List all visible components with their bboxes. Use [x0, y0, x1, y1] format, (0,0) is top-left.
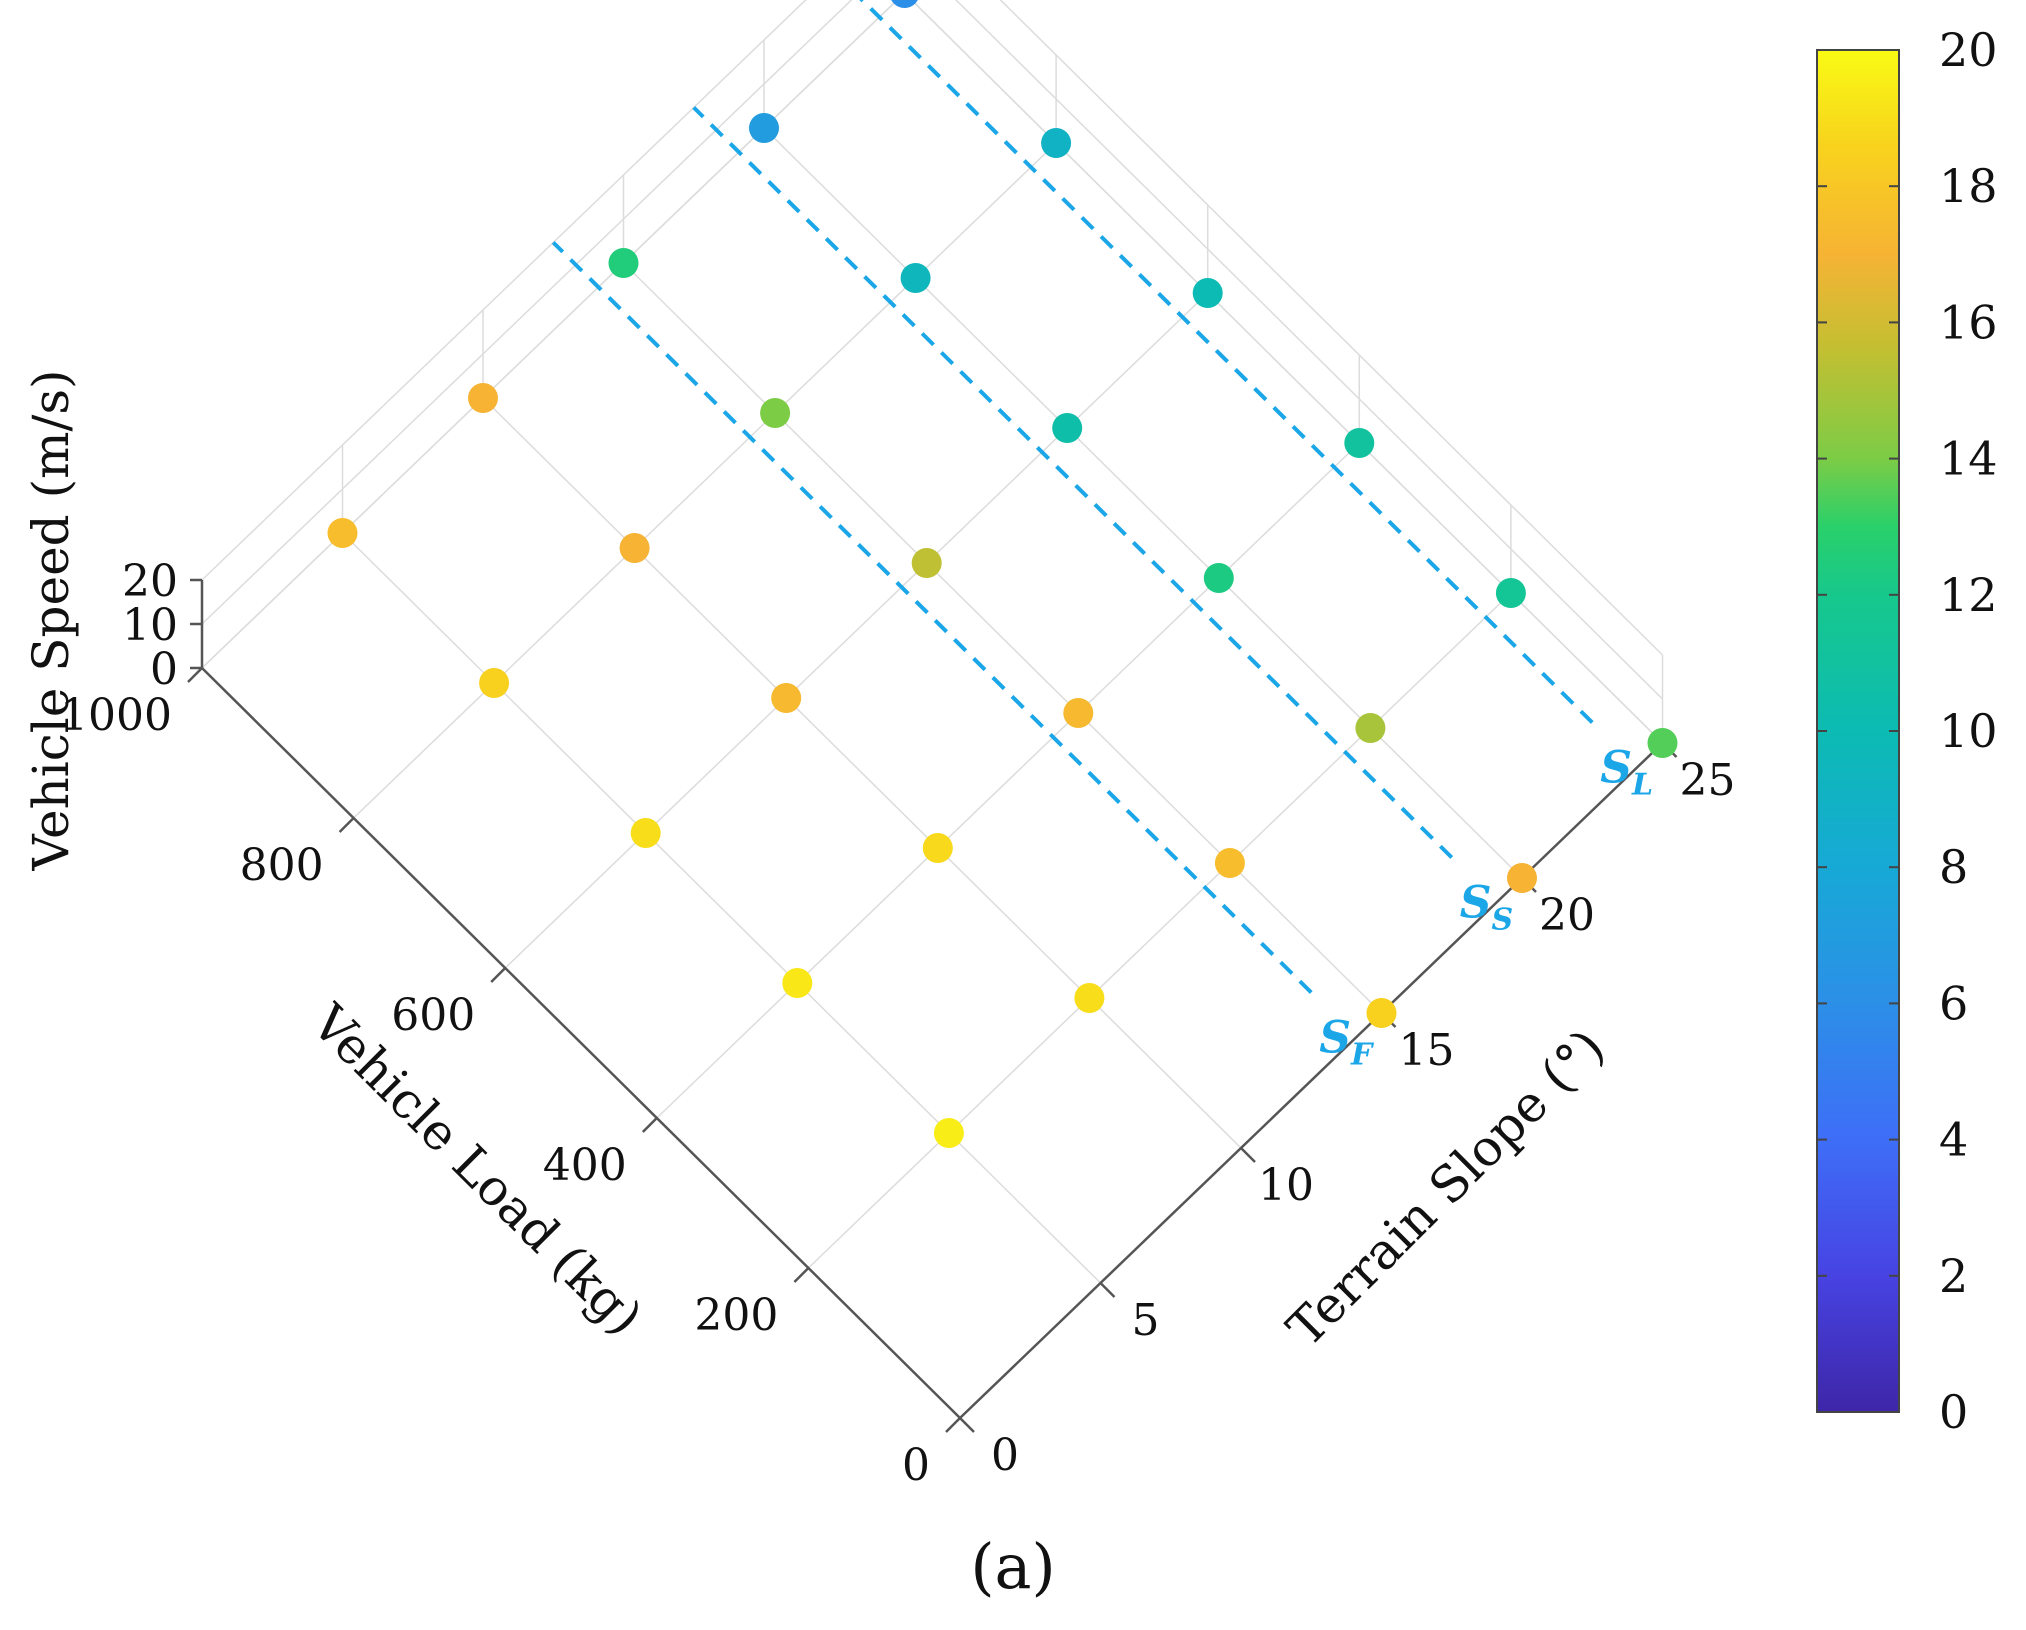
data-point [760, 398, 791, 428]
points-layer [327, 0, 1678, 1148]
back-wall-grid-line [201, 0, 853, 625]
load-tick-label: 1000 [60, 690, 172, 741]
slope-tick-label: 15 [1399, 1025, 1455, 1076]
data-point [630, 818, 661, 848]
data-point [327, 518, 358, 548]
data-point [891, 0, 918, 8]
data-point [1647, 728, 1678, 758]
colorbar-tick-label: 20 [1939, 23, 1998, 77]
slope-axis-line [959, 742, 1664, 1419]
data-point [749, 113, 779, 143]
load-tick-mark [945, 1417, 961, 1433]
z-axis-title: Vehicle Speed (m/s) [22, 369, 80, 871]
load-tick-label: 800 [240, 840, 324, 891]
colorbar-tick-label: 0 [1939, 1385, 1968, 1439]
floor-grid-line [482, 397, 1242, 1149]
back-wall-grid-line [201, 0, 899, 669]
speed-tick-label: 20 [122, 556, 178, 607]
data-point [771, 683, 802, 713]
slope-tick-mark [1240, 1147, 1256, 1163]
data-point [608, 248, 639, 278]
colorbar-tick-label: 12 [1939, 568, 1998, 622]
data-point [933, 1118, 964, 1148]
data-point [1507, 863, 1537, 893]
data-point [1203, 563, 1234, 593]
data-point [619, 533, 650, 563]
floor-grid-line [763, 127, 1523, 879]
load-tick-mark [187, 667, 203, 683]
colorbar-tick-label: 18 [1939, 159, 1998, 213]
data-point [1366, 998, 1397, 1028]
colorbar-tick-label: 2 [1939, 1249, 1968, 1303]
colorbar: 0 2 4 6 8 10 12 14 16 18 20 [1816, 23, 1998, 1439]
load-tick-mark [490, 967, 507, 983]
colorbar-tick-label: 4 [1939, 1113, 1968, 1167]
floor-grid-line [341, 532, 1102, 1284]
slope-tick-label: 20 [1539, 890, 1595, 941]
colorbar-tick-label: 16 [1939, 295, 1998, 349]
slope-tick-mark [1099, 1282, 1116, 1298]
colorbar-ticks: 0 2 4 6 8 10 12 14 16 18 20 [1817, 23, 1998, 1439]
data-point [1495, 578, 1526, 608]
slope-tick-label: 10 [1258, 1160, 1314, 1211]
floor-grid-line [504, 292, 1209, 969]
colorbar-tick-label: 10 [1939, 704, 1998, 758]
speed-tick-label: 0 [150, 644, 178, 695]
load-tick-label: 200 [694, 1290, 778, 1341]
dashed-line-sf [551, 241, 1313, 994]
load-tick-mark [338, 817, 355, 833]
data-point [1344, 428, 1375, 458]
data-point [1192, 278, 1223, 308]
data-point [1355, 713, 1386, 743]
floor-grid-line [353, 142, 1057, 819]
data-point [911, 548, 942, 578]
side-wall-grid-line [954, 0, 1664, 700]
side-wall-grid-line [999, 0, 1664, 656]
colorbar-tick-label: 8 [1939, 840, 1968, 894]
load-axis-line [201, 667, 961, 1419]
floor-grid-line [656, 442, 1360, 1119]
load-tick-mark [641, 1117, 658, 1133]
floor-grid-line [622, 262, 1383, 1014]
data-point [479, 668, 510, 698]
load-tick-label: 0 [902, 1440, 930, 1491]
speed-tick-label: 10 [122, 600, 178, 651]
load-tick-label: 400 [543, 1140, 627, 1191]
data-point [1214, 848, 1245, 878]
data-point [1052, 413, 1083, 443]
load-tick-mark [793, 1267, 810, 1283]
data-point [468, 383, 498, 413]
axes-layer [187, 578, 1678, 1433]
figure-caption: (a) [970, 1530, 1055, 1603]
colorbar-tick-label: 14 [1939, 432, 1998, 486]
side-wall-grid-line [910, 0, 1664, 744]
data-point [1074, 983, 1105, 1013]
load-tick-label: 600 [391, 990, 475, 1041]
dashed-lines-layer [551, 0, 1594, 994]
slope-tick-label: 5 [1132, 1295, 1160, 1346]
dashed-line-ss [692, 106, 1454, 859]
colorbar-gradient [1816, 49, 1900, 1413]
slope-tick-label: 0 [991, 1430, 1019, 1481]
slope-tick-mark [959, 1417, 975, 1433]
slope-tick-label: 25 [1680, 755, 1736, 806]
data-point [1041, 128, 1072, 158]
back-wall-grid-line [201, 0, 807, 581]
floor-grid-line [807, 592, 1512, 1269]
colorbar-tick-label: 6 [1939, 976, 1968, 1030]
data-point [922, 833, 953, 863]
dashed-line-sl [859, 0, 1594, 724]
data-point [782, 968, 813, 998]
data-point [900, 263, 931, 293]
data-point [1063, 698, 1094, 728]
floor-grid-line [201, 0, 899, 669]
